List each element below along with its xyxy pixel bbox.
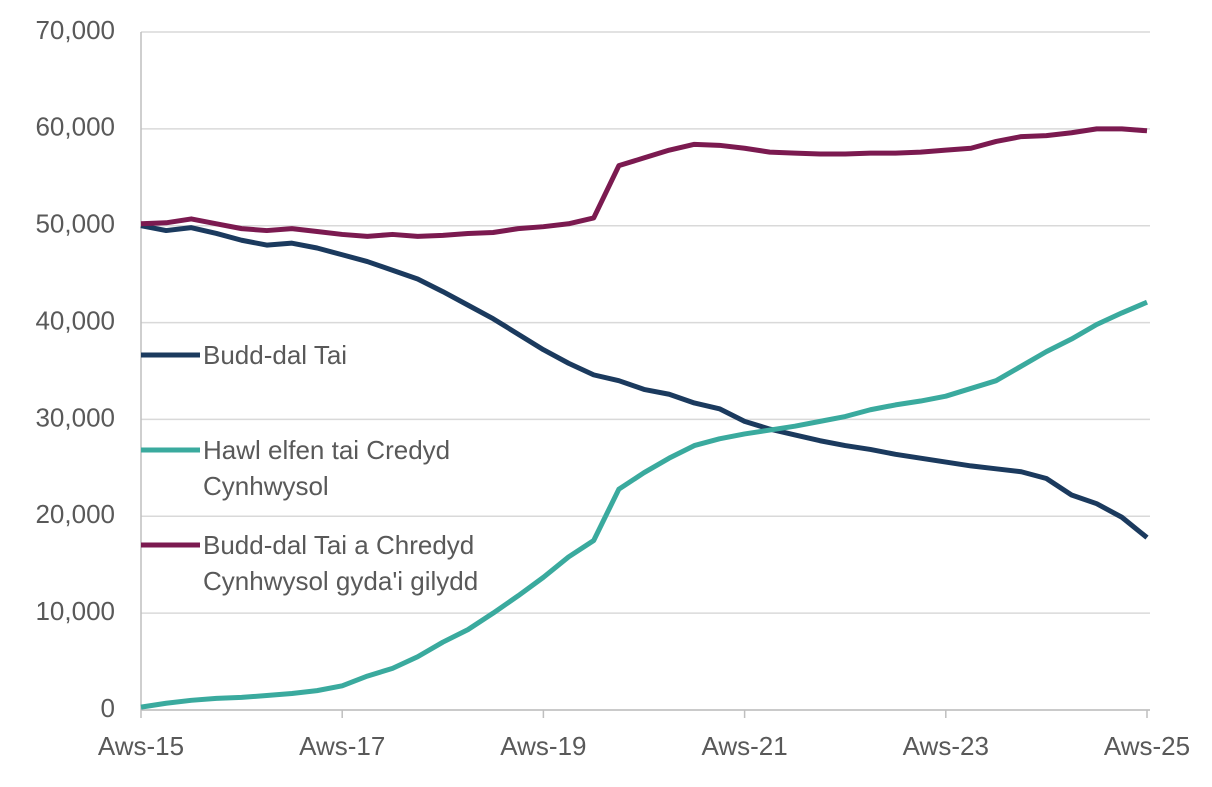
- x-tick-label: Aws-23: [903, 731, 989, 761]
- x-tick-label: Aws-19: [500, 731, 586, 761]
- x-tick-label: Aws-17: [299, 731, 385, 761]
- y-tick-label: 30,000: [35, 402, 115, 432]
- y-tick-label: 50,000: [35, 209, 115, 239]
- legend-label: Budd-dal Tai: [203, 340, 348, 370]
- line-series: [140, 126, 1148, 239]
- y-tick-label: 70,000: [35, 15, 115, 45]
- y-tick-label: 10,000: [35, 596, 115, 626]
- legend-label: Budd-dal Tai a Chredyd Cynhwysol gyda'i …: [203, 530, 479, 596]
- x-tick-label: Aws-25: [1104, 731, 1190, 761]
- y-tick-label: 0: [101, 693, 115, 723]
- legend-label: Hawl elfen tai Credyd Cynhwysol: [203, 435, 451, 501]
- line-series: [140, 223, 1149, 540]
- x-tick-label: Aws-21: [701, 731, 787, 761]
- x-tick-label: Aws-15: [98, 731, 184, 761]
- y-tick-label: 60,000: [35, 112, 115, 142]
- line-series: [140, 299, 1148, 710]
- y-tick-label: 40,000: [35, 305, 115, 335]
- y-tick-label: 20,000: [35, 499, 115, 529]
